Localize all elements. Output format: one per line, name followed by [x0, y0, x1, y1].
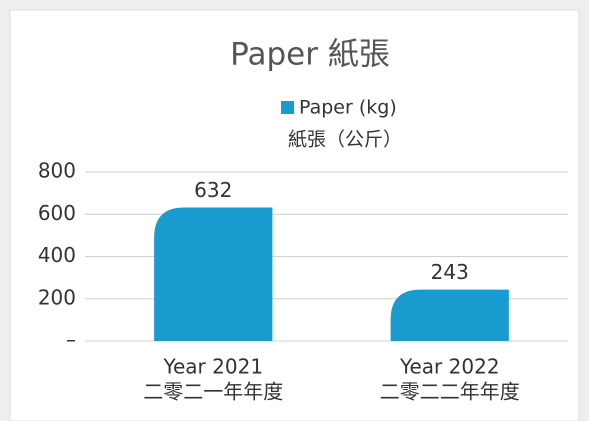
x-tick-label: Year 2022: [399, 355, 500, 379]
y-tick-label: 800: [38, 159, 76, 183]
x-tick-label: 二零二一年年度: [143, 380, 283, 404]
bar: [154, 207, 273, 341]
y-tick-label: 200: [38, 285, 76, 309]
y-tick-label: 400: [38, 243, 76, 267]
x-tick-label: Year 2021: [162, 355, 263, 379]
x-tick-label: 二零二二年年度: [380, 380, 520, 404]
legend-swatch: [281, 101, 294, 114]
value-label: 243: [431, 260, 469, 284]
legend-label: Paper (kg): [299, 97, 397, 119]
y-tick-label: 600: [38, 201, 76, 225]
y-tick-label: –: [66, 328, 76, 352]
bar: [390, 289, 509, 341]
legend-label: 紙張（公斤）: [288, 129, 402, 151]
card: [9, 9, 580, 421]
chart-title: Paper 紙張: [230, 37, 390, 73]
value-label: 632: [194, 178, 232, 202]
